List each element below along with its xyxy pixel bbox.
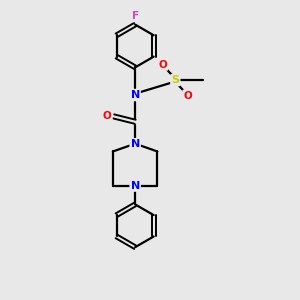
Text: N: N <box>130 181 140 191</box>
Text: O: O <box>103 111 112 122</box>
Text: N: N <box>130 139 140 149</box>
Text: S: S <box>171 75 179 85</box>
Text: F: F <box>132 11 139 21</box>
Text: O: O <box>158 60 167 70</box>
Text: N: N <box>130 90 140 100</box>
Text: O: O <box>183 91 192 100</box>
